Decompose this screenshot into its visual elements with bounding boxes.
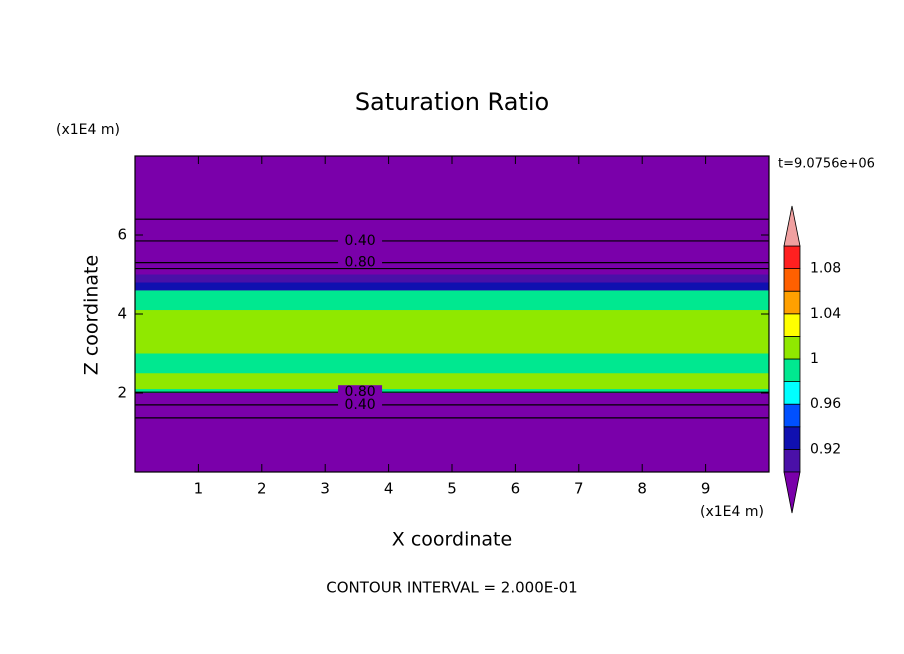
- x-tick-label: 4: [384, 480, 394, 498]
- x-tick-label: 7: [574, 480, 584, 498]
- contour-label-bg: [338, 255, 383, 270]
- colorbar-tick-label: 1: [810, 351, 819, 367]
- colorbar-swatch: [783, 426, 801, 450]
- chart-title: Saturation Ratio: [355, 88, 549, 116]
- contour-label: 0.80: [344, 255, 375, 271]
- y-tick-label: 2: [117, 384, 127, 402]
- colorbar-swatch: [783, 448, 801, 473]
- x-tick-label: 3: [320, 480, 330, 498]
- filled-region: [135, 310, 769, 354]
- colorbar-tick-label: 0.96: [810, 396, 841, 412]
- contour-label: 0.40: [344, 233, 375, 249]
- x-tick-label: 2: [257, 480, 267, 498]
- y-tick-label: 6: [117, 226, 127, 244]
- colorbar-swatch: [783, 290, 801, 315]
- colorbar-swatch: [783, 313, 801, 337]
- contour-label-bg: [338, 233, 383, 248]
- footer: CONTOUR INTERVAL = 2.000E-01: [326, 579, 577, 597]
- colorbar-tick-label: 0.92: [810, 441, 841, 457]
- x-tick-label: 1: [194, 480, 204, 498]
- x-tick-label: 9: [701, 480, 711, 498]
- x-tick-label: 8: [637, 480, 647, 498]
- time-label: t=9.0756e+06: [778, 157, 875, 172]
- filled-region: [135, 373, 769, 390]
- colorbar-swatch: [783, 335, 801, 360]
- colorbar-swatch: [783, 268, 801, 292]
- colorbar-over: [783, 205, 801, 247]
- filled-region: [135, 274, 769, 283]
- contour-label: 0.80: [344, 384, 375, 400]
- contour-label-bg: [338, 385, 383, 400]
- colorbar-swatch: [783, 381, 801, 405]
- colorbar-swatch: [783, 403, 801, 428]
- x-tick-label: 6: [511, 480, 521, 498]
- y-axis-label: Z coordinate: [81, 255, 103, 375]
- contour-label-bg: [338, 397, 383, 412]
- filled-region: [135, 282, 769, 291]
- colorbar-tick-label: 1.08: [810, 261, 841, 277]
- y-unit: (x1E4 m): [56, 122, 120, 138]
- x-unit: (x1E4 m): [700, 504, 764, 520]
- colorbar-swatch: [783, 245, 801, 270]
- colorbar-tick-label: 1.04: [810, 306, 841, 322]
- y-tick-label: 4: [117, 305, 127, 323]
- x-tick-label: 5: [447, 480, 457, 498]
- x-axis-label: X coordinate: [392, 529, 512, 551]
- contour-label: 0.40: [344, 397, 375, 413]
- colorbar-under: [783, 471, 801, 514]
- colorbar-swatch: [783, 358, 801, 383]
